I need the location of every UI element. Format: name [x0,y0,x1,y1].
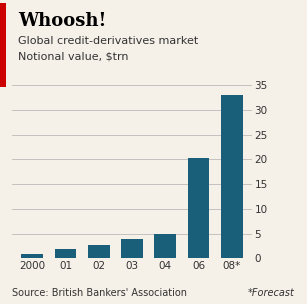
Bar [21,254,43,258]
Text: Source: British Bankers' Association: Source: British Bankers' Association [12,288,187,298]
Text: *Forecast: *Forecast [248,288,295,298]
Bar [154,234,176,258]
Bar [55,250,76,258]
Bar [188,158,209,258]
Text: Notional value, $trn: Notional value, $trn [18,52,129,62]
Bar [121,239,143,258]
Text: Whoosh!: Whoosh! [18,12,107,30]
Bar [221,95,243,258]
Bar [88,245,110,258]
Text: Global credit-derivatives market: Global credit-derivatives market [18,36,199,47]
